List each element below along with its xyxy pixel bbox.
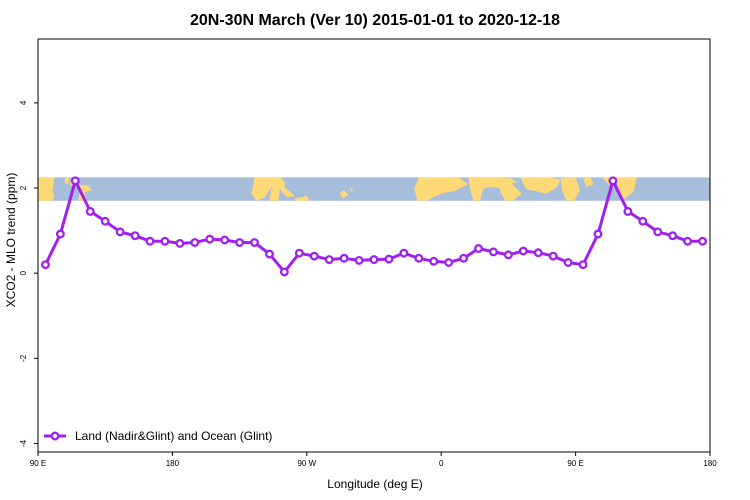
legend: Land (Nadir&Glint) and Ocean (Glint) — [44, 429, 272, 443]
map-land-shape — [350, 187, 354, 193]
y-tick-label: 4 — [19, 100, 28, 105]
y-tick-label: -2 — [19, 354, 28, 362]
y-axis-title: XCO2 - MLO trend (ppm) — [4, 173, 18, 308]
map-land-shape — [468, 177, 518, 201]
data-point — [474, 244, 483, 253]
data-point — [369, 255, 379, 265]
map-land-shape — [251, 177, 286, 201]
data-point — [339, 253, 349, 263]
map-land-shape — [64, 177, 70, 185]
plot-frame — [37, 38, 711, 453]
data-point — [638, 216, 648, 226]
data-point — [489, 247, 498, 257]
data-point — [145, 236, 155, 246]
y-tick-label: 2 — [19, 185, 28, 190]
data-point — [354, 255, 364, 265]
data-point — [698, 236, 707, 246]
data-point — [623, 206, 633, 216]
data-point — [399, 248, 409, 258]
data-point — [518, 246, 528, 256]
map-land-shape — [269, 189, 280, 201]
data-point — [115, 227, 125, 237]
data-point — [578, 260, 588, 270]
x-axis-title: Longitude (deg E) — [327, 477, 422, 491]
data-point — [85, 206, 95, 216]
x-tick-label: 180 — [166, 459, 180, 468]
data-point — [220, 235, 230, 245]
data-point — [533, 248, 543, 258]
data-point — [683, 236, 693, 246]
data-point — [70, 176, 80, 186]
x-tick-label: 180 — [703, 459, 717, 468]
data-point — [160, 236, 170, 246]
legend-marker — [50, 431, 60, 441]
chart-title: 20N-30N March (Ver 10) 2015-01-01 to 202… — [190, 12, 560, 29]
axis-ticks: 90 E 180 90 W 0 90 E 180 -4 -2 0 2 4 — [19, 100, 717, 468]
map-land-shape — [583, 177, 594, 187]
x-tick-label: 0 — [439, 459, 444, 468]
x-tick-label: 90 E — [567, 459, 583, 468]
map-land-shape — [38, 184, 43, 192]
data-point — [265, 249, 274, 259]
data-point — [309, 251, 319, 261]
data-point — [235, 238, 245, 247]
data-point — [175, 238, 185, 248]
x-tick-label: 90 E — [30, 459, 46, 468]
data-point — [294, 248, 304, 258]
data-point — [548, 251, 558, 261]
data-point — [459, 253, 469, 263]
y-tick-label: -4 — [19, 439, 28, 447]
map-land-shape — [560, 177, 581, 201]
data-point — [668, 231, 678, 241]
data-point — [384, 254, 394, 264]
data-point — [414, 253, 424, 263]
data-point — [593, 229, 603, 239]
map-land-shape — [339, 190, 349, 199]
map-land-shape — [520, 177, 561, 194]
y-tick-label: 0 — [19, 270, 28, 275]
legend-label: Land (Nadir&Glint) and Ocean (Glint) — [75, 429, 272, 443]
data-point — [444, 258, 454, 267]
data-point — [324, 255, 334, 265]
data-point — [130, 231, 140, 241]
map-land-shape — [278, 185, 295, 198]
data-point — [190, 238, 200, 247]
data-point — [503, 250, 513, 260]
data-point — [205, 234, 215, 244]
data-point — [429, 256, 439, 266]
map-land-shape — [615, 177, 637, 200]
data-point — [563, 258, 573, 267]
map-land-shape — [294, 196, 310, 201]
data-point — [55, 229, 65, 239]
map-land-shape — [497, 183, 522, 201]
series-group — [41, 176, 707, 277]
data-point — [41, 260, 50, 270]
data-point — [250, 238, 259, 247]
map-land-shape — [38, 189, 55, 201]
data-point — [279, 267, 289, 277]
map-land-shape — [435, 185, 448, 194]
map-land-shape — [76, 184, 92, 193]
data-point — [608, 176, 618, 186]
data-point — [653, 227, 663, 237]
data-point — [100, 216, 110, 226]
x-tick-label: 90 W — [297, 459, 316, 468]
